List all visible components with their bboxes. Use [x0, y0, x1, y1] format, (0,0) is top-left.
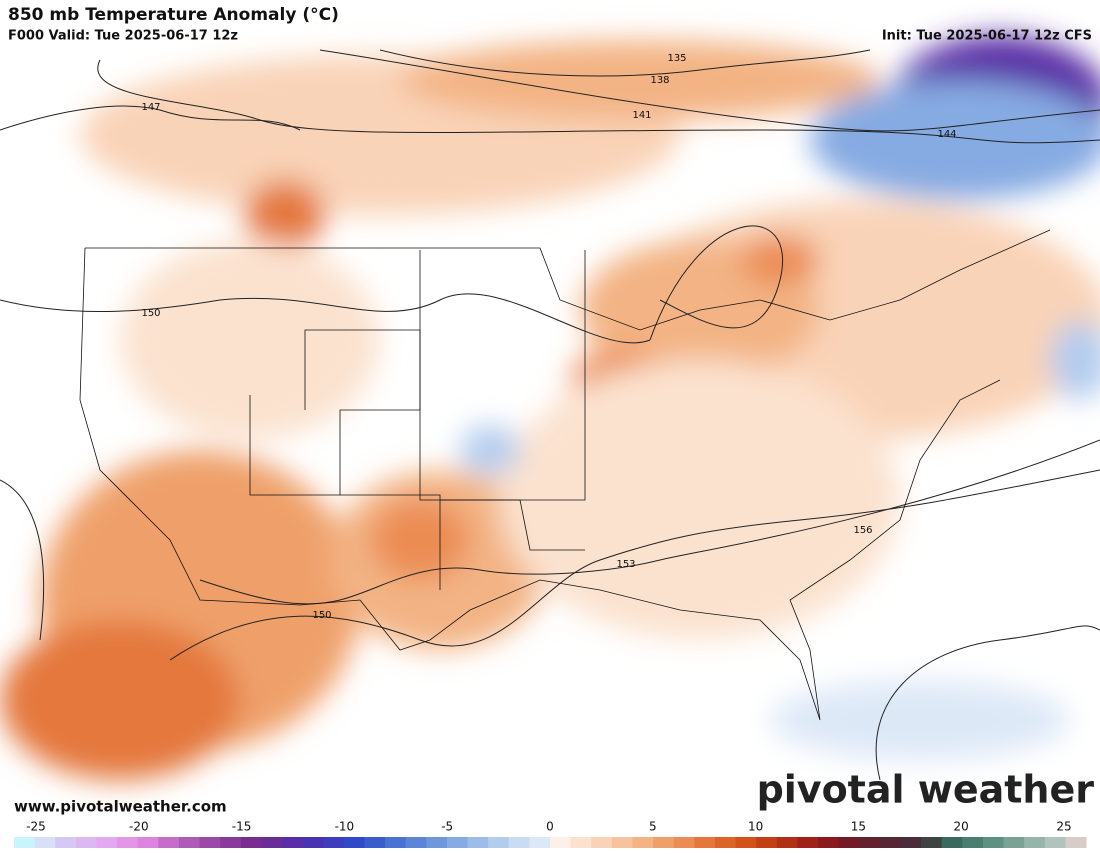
- colorbar-swatch: [96, 837, 118, 848]
- colorbar-swatch: [900, 837, 922, 848]
- boundaries: [79, 229, 1051, 721]
- colorbar-swatch: [137, 837, 159, 848]
- colorbar-swatch: [694, 837, 716, 848]
- colorbar-swatch: [838, 837, 860, 848]
- colorbar-swatch: [818, 837, 840, 848]
- colorbar-tick-label: -20: [129, 820, 149, 834]
- colorbar-swatch: [921, 837, 943, 848]
- contour-label: 156: [853, 525, 872, 536]
- colorbar-swatch: [714, 837, 737, 848]
- colorbar-swatch: [653, 837, 675, 848]
- colorbar-swatch: [220, 837, 242, 848]
- colorbar-swatch: [488, 837, 510, 848]
- colorbar-swatch: [55, 837, 77, 848]
- colorbar-swatch: [673, 837, 695, 848]
- colorbar-swatch: [1065, 837, 1087, 848]
- colorbar-swatch: [1003, 837, 1025, 848]
- colorbar-swatch: [632, 837, 654, 848]
- colorbar-swatch: [941, 837, 963, 848]
- contour-label: 150: [141, 308, 160, 319]
- contour-label: 150: [312, 610, 331, 621]
- colorbar-swatch: [611, 837, 633, 848]
- colorbar-swatch: [343, 837, 365, 848]
- colorbar-tick-label: -5: [441, 820, 453, 834]
- colorbar-swatch: [797, 837, 819, 848]
- colorbar-swatch: [529, 837, 551, 848]
- colorbar-swatch: [323, 837, 345, 848]
- colorbar-tick-label: 25: [1056, 820, 1071, 834]
- colorbar-swatch: [117, 837, 139, 848]
- colorbar-swatch: [34, 837, 56, 848]
- website: www.pivotalweather.com: [14, 798, 227, 816]
- valid-time: F000 Valid: Tue 2025-06-17 12z: [8, 29, 238, 44]
- colorbar-swatch: [591, 837, 613, 848]
- colorbar-swatch: [467, 837, 489, 848]
- colorbar-swatch: [982, 837, 1005, 848]
- colorbar-swatch: [282, 837, 304, 848]
- colorbar-swatch: [426, 837, 448, 848]
- colorbar-swatch: [1024, 837, 1046, 848]
- colorbar-swatch: [178, 837, 201, 848]
- colorbar-swatch: [199, 837, 221, 848]
- colorbar-swatch: [1044, 837, 1066, 848]
- colorbar-tick-label: -25: [26, 820, 46, 834]
- colorbar-swatch: [405, 837, 427, 848]
- colorbar-swatch: [550, 837, 572, 848]
- colorbar-swatch: [776, 837, 798, 848]
- contour-label: 138: [650, 75, 669, 86]
- colorbar-swatch: [240, 837, 262, 848]
- colorbar-swatch: [446, 837, 469, 848]
- colorbar-tick-label: 5: [649, 820, 657, 834]
- colorbar-swatch: [302, 837, 324, 848]
- colorbar-swatch: [158, 837, 180, 848]
- colorbar-swatch: [570, 837, 592, 848]
- colorbar-swatch: [859, 837, 881, 848]
- logo: pivotal weather: [757, 768, 1095, 812]
- colorbar-swatch: [879, 837, 901, 848]
- colorbar-swatch: [75, 837, 97, 848]
- colorbar-swatch: [962, 837, 984, 848]
- colorbar-tick-label: -10: [335, 820, 355, 834]
- colorbar-swatch: [14, 837, 36, 848]
- colorbar-swatch: [261, 837, 283, 848]
- colorbar-swatch: [756, 837, 778, 848]
- colorbar-swatch: [735, 837, 757, 848]
- colorbar-tick-label: 15: [851, 820, 866, 834]
- colorbar-swatch: [385, 837, 407, 848]
- contour-label: 141: [632, 110, 651, 121]
- colorbar-tick-label: -15: [232, 820, 252, 834]
- colorbar-swatch: [364, 837, 386, 848]
- colorbar-swatch: [508, 837, 530, 848]
- title: 850 mb Temperature Anomaly (°C): [8, 5, 339, 25]
- init-time: Init: Tue 2025-06-17 12z CFS: [882, 29, 1092, 44]
- anomaly-field: [0, 35, 1100, 780]
- colorbar-tick-label: 20: [954, 820, 969, 834]
- contour-label: 147: [141, 102, 160, 113]
- contour-label: 144: [937, 129, 956, 140]
- contour-label: 153: [616, 559, 635, 570]
- contour-label: 135: [667, 53, 686, 64]
- colorbar-tick-label: 0: [546, 820, 554, 834]
- colorbar-tick-label: 10: [748, 820, 763, 834]
